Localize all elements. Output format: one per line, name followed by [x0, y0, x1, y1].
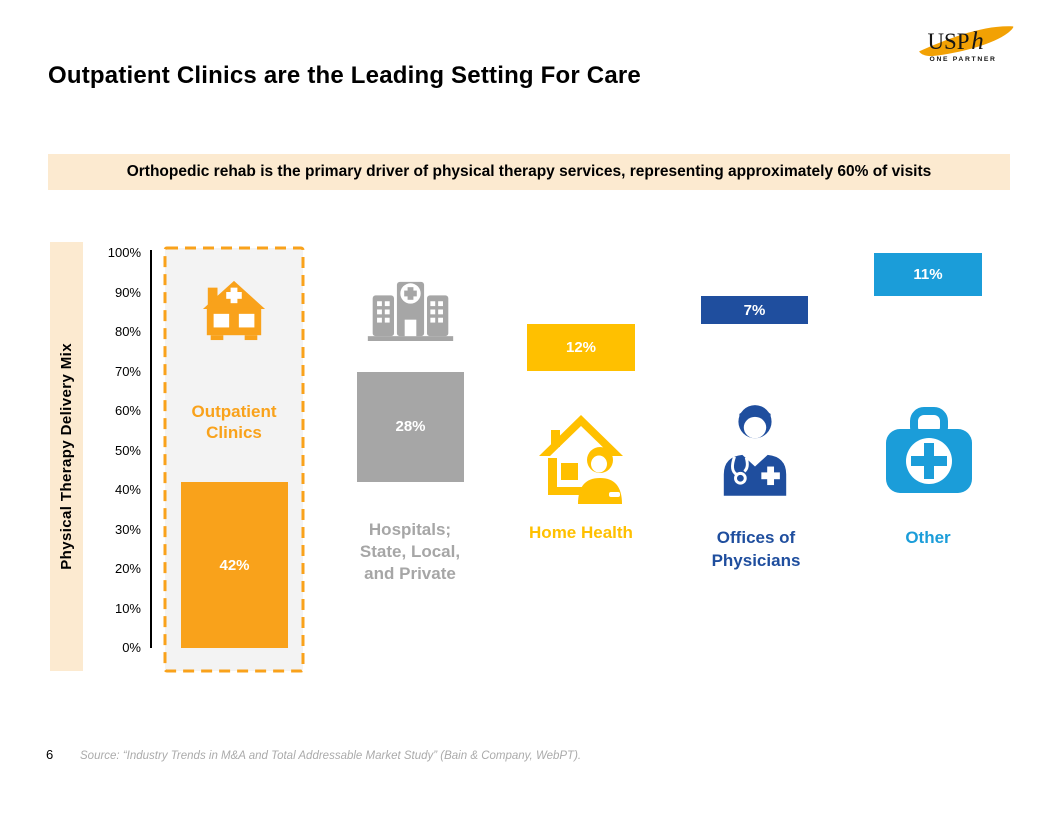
medical-bag-icon [886, 407, 972, 493]
key-message-banner: Orthopedic rehab is the primary driver o… [48, 154, 1010, 190]
category-label-offices-of-physicians: Offices of Physicians [711, 528, 801, 570]
bar-value-label: 11% [913, 266, 943, 284]
category-label-other: Other [905, 528, 951, 547]
source-note: Source: “Industry Trends in M&A and Tota… [80, 750, 582, 762]
bar-other: 11% [874, 253, 982, 297]
bar-hospitals: 28% [357, 371, 464, 483]
clinic-icon [202, 280, 266, 341]
bar-offices-of-physicians: 7% [701, 296, 808, 325]
logo-text-h: h [971, 28, 984, 55]
usph-logo: USP h ONE PARTNER [916, 18, 1016, 68]
category-label-hospitals: Hospitals; State, Local, and Private [359, 520, 461, 583]
usph-logo-graphic: USP h ONE PARTNER [919, 26, 1014, 63]
y-axis-title-strip: Physical Therapy Delivery Mix [50, 242, 83, 671]
y-tick-label: 0% [122, 640, 141, 655]
hospital-icon [367, 281, 454, 341]
y-tick-label: 100% [107, 245, 141, 260]
bar-value-label: 7% [743, 301, 766, 319]
y-tick-label: 20% [114, 561, 141, 576]
y-tick-label: 10% [114, 600, 141, 616]
page-title: Outpatient Clinics are the Leading Setti… [48, 62, 641, 89]
y-tick-label: 80% [114, 324, 141, 339]
y-tick-label: 70% [114, 363, 141, 379]
y-axis-title: Physical Therapy Delivery Mix [58, 343, 75, 570]
category-label-outpatient-clinics: Outpatient Clinics [191, 402, 277, 442]
bar-home-health: 12% [527, 324, 635, 372]
logo-text-usp: USP [927, 29, 969, 54]
y-axis-line [150, 250, 152, 648]
bar-value-label: 28% [395, 418, 426, 436]
doctor-icon [723, 405, 787, 496]
key-message-text: Orthopedic rehab is the primary driver o… [126, 163, 932, 180]
y-tick-label: 90% [114, 284, 141, 300]
category-label-home-health: Home Health [529, 523, 633, 542]
bar-value-label: 42% [219, 556, 250, 574]
y-tick-label: 50% [114, 442, 141, 458]
bar-value-label: 12% [565, 339, 597, 357]
home-health-icon [539, 415, 623, 504]
bar-outpatient-clinics: 42% [181, 482, 288, 648]
y-tick-label: 40% [114, 482, 141, 497]
y-tick-label: 60% [114, 403, 141, 418]
page-number: 6 [46, 747, 54, 762]
y-tick-label: 30% [114, 521, 141, 537]
logo-swoosh-icon [919, 26, 1014, 57]
logo-tagline: ONE PARTNER [930, 56, 997, 63]
